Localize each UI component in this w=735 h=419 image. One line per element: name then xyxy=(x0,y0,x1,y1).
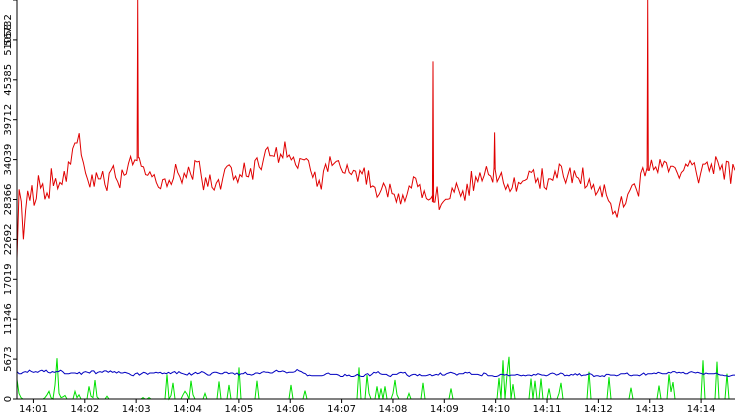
x-tick-label: 14:12 xyxy=(584,404,613,415)
series-line-2 xyxy=(16,356,735,401)
x-tick-label: 14:08 xyxy=(379,404,408,415)
series-line-0 xyxy=(16,0,735,259)
x-tick-label: 14:13 xyxy=(635,404,664,415)
x-tick-label: 14:03 xyxy=(122,404,151,415)
x-tick-label: 14:02 xyxy=(70,404,99,415)
x-tick-label: 14:14 xyxy=(687,404,716,415)
series-layer xyxy=(16,0,735,401)
x-tick-label: 14:06 xyxy=(276,404,305,415)
y-axis-ticks: 0 5673 11346 17019 22692 28366 34039 39712 45385… xyxy=(3,0,17,402)
y-tick-label: 39712 xyxy=(3,104,14,136)
x-tick-label: 14:04 xyxy=(173,404,202,415)
x-tick-label: 14:10 xyxy=(481,404,510,415)
x-tick-label: 14:07 xyxy=(327,404,356,415)
x-tick-label: 14:05 xyxy=(224,404,253,415)
x-tick-label: 14:09 xyxy=(430,404,459,415)
x-tick-label: 14:01 xyxy=(19,404,48,415)
y-tick-label: 45385 xyxy=(3,64,14,96)
series-line-1 xyxy=(16,368,735,378)
y-tick-label: 28366 xyxy=(3,184,14,216)
y-tick-label: 56732 xyxy=(3,14,14,46)
y-tick-label: 51058 xyxy=(3,24,14,56)
x-axis-ticks: 14:01 14:02 14:03 14:04 14:05 14:06 14:07 14:08… xyxy=(19,399,716,415)
x-tick-label: 14:11 xyxy=(533,404,562,415)
y-tick-label: 0 xyxy=(3,396,14,402)
y-tick-label: 34039 xyxy=(3,144,14,176)
y-tick-label: 11346 xyxy=(3,303,14,335)
y-tick-label: 22692 xyxy=(3,223,14,255)
y-tick-label: 17019 xyxy=(3,263,14,295)
y-tick-label: 5673 xyxy=(3,346,14,371)
